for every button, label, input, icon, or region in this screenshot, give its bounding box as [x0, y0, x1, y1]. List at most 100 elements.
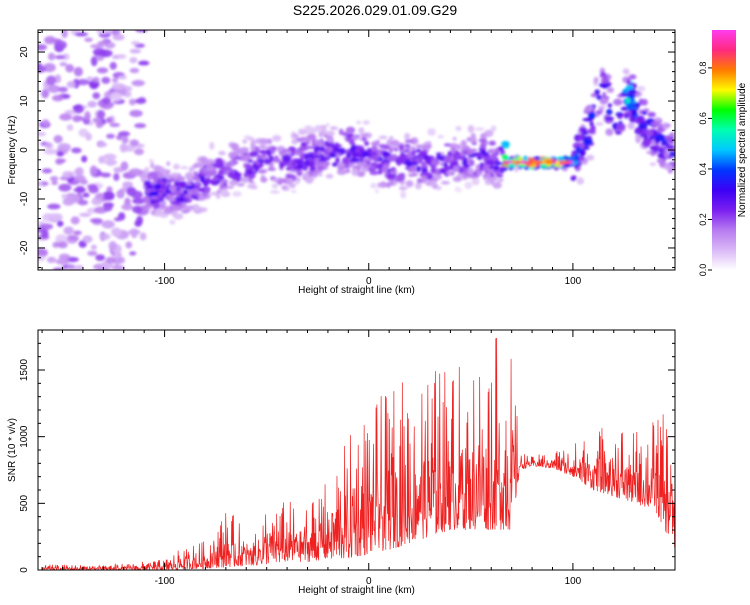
- ridge-blob: [603, 85, 608, 89]
- ridge-blob: [490, 172, 495, 178]
- ridge-blob: [410, 160, 419, 166]
- ridge-blob: [152, 176, 160, 182]
- ridge-blob: [173, 206, 183, 211]
- noise-blob: [116, 189, 125, 199]
- ridge-blob: [650, 121, 660, 127]
- ridge-blob: [641, 110, 648, 115]
- ridge-blob: [349, 141, 356, 146]
- ridge-blob: [606, 108, 613, 116]
- y-tick-label: 1500: [19, 358, 30, 381]
- noise-blob: [38, 255, 46, 262]
- noise-blob: [111, 77, 119, 83]
- ridge-blob: [640, 98, 648, 106]
- ridge-blob: [543, 158, 552, 162]
- ridge-blob: [382, 151, 391, 157]
- ridge-blob: [487, 148, 497, 154]
- ridge-blob: [474, 127, 485, 132]
- ridge-blob: [649, 145, 659, 151]
- noise-blob: [129, 109, 143, 118]
- noise-blob: [75, 167, 84, 177]
- ridge-blob: [415, 165, 421, 172]
- noise-blob: [75, 185, 85, 194]
- noise-blob: [74, 174, 86, 182]
- ridge-blob: [306, 126, 316, 135]
- ridge-blob: [172, 163, 180, 170]
- ridge-blob: [336, 169, 347, 176]
- x-tick-label: 0: [366, 576, 372, 587]
- noise-blob: [109, 61, 117, 70]
- ridge-blob: [427, 128, 436, 136]
- ridge-blob: [405, 160, 413, 167]
- ridge-blob: [416, 155, 424, 162]
- ridge-blob: [377, 182, 384, 188]
- x-tick-label: 100: [565, 576, 582, 587]
- ridge-blob: [462, 158, 468, 167]
- noise-blob: [53, 135, 63, 144]
- ridge-blob: [626, 78, 631, 86]
- ridge-blob: [148, 159, 154, 163]
- ridge-blob: [316, 166, 326, 171]
- noise-blob: [57, 241, 68, 249]
- ridge-blob: [400, 190, 407, 199]
- ridge-peak-blob: [528, 160, 534, 164]
- ridge-peak-blob: [520, 160, 525, 164]
- ridge-blob: [490, 177, 496, 182]
- ridge-blob: [657, 148, 664, 153]
- ridge-blob: [319, 124, 327, 130]
- noise-blob: [103, 203, 113, 212]
- noise-blob: [132, 197, 146, 205]
- ridge-blob: [468, 148, 478, 152]
- noise-blob: [49, 176, 59, 182]
- noise-blob: [82, 235, 93, 243]
- ridge-peak-blob: [511, 160, 517, 164]
- ridge-blob: [279, 163, 285, 169]
- ridge-blob: [587, 112, 596, 119]
- ridge-blob: [431, 182, 438, 189]
- ridge-blob: [642, 139, 651, 148]
- ridge-blob: [271, 183, 279, 189]
- ridge-blob: [325, 123, 330, 127]
- noise-blob: [109, 122, 121, 128]
- noise-blob: [54, 55, 66, 60]
- noise-blob: [87, 250, 98, 256]
- noise-blob: [113, 172, 120, 181]
- ridge-blob: [604, 116, 614, 121]
- noise-blob: [89, 165, 98, 176]
- ridge-blob: [432, 175, 437, 181]
- ridge-blob: [669, 140, 675, 144]
- colorbar: 0.0 0.2 0.4 0.6 0.8 Normalized spectral ampli…: [698, 30, 748, 276]
- ridge-blob: [341, 157, 350, 165]
- noise-blob: [49, 213, 62, 221]
- noise-blob: [131, 190, 143, 199]
- ridge-blob: [328, 153, 338, 158]
- noise-blob: [61, 194, 69, 199]
- noise-blob: [140, 175, 147, 183]
- ridge-blob: [370, 161, 379, 168]
- ridge-blob: [650, 140, 656, 146]
- ridge-blob: [598, 105, 607, 109]
- ridge-blob: [168, 184, 178, 192]
- ridge-blob: [378, 135, 388, 140]
- ridge-blob: [270, 190, 280, 194]
- ridge-blob: [245, 163, 252, 171]
- ridge-blob: [193, 162, 203, 168]
- ridge-blob: [359, 133, 370, 137]
- ridge-blob: [273, 155, 279, 160]
- ridge-blob: [640, 121, 648, 125]
- ridge-blob: [469, 159, 475, 167]
- ridge-blob: [346, 152, 351, 159]
- noise-blob: [89, 82, 99, 90]
- ridge-blob: [308, 156, 314, 163]
- noise-blob: [55, 234, 68, 244]
- ridge-blob: [583, 138, 593, 145]
- ridge-blob: [335, 144, 342, 148]
- noise-blob: [118, 131, 131, 137]
- ridge-blob: [437, 134, 444, 139]
- noise-blob: [76, 79, 90, 86]
- ridge-blob: [166, 161, 171, 167]
- ridge-blob: [314, 124, 322, 132]
- ridge-blob: [378, 143, 387, 149]
- noise-blob: [138, 60, 150, 66]
- noise-blob: [89, 218, 103, 223]
